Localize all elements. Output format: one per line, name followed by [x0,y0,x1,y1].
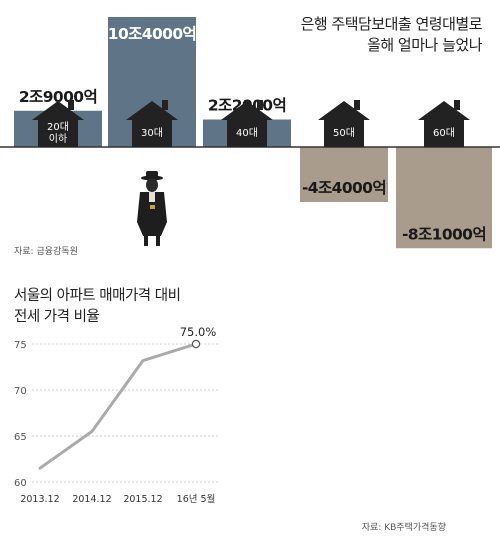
source-bottom: 자료: KB주택가격동향 [361,523,446,533]
chart-title-top-line1: 은행 주택담보대출 연령대별로 [300,15,483,33]
chart-title-top: 은행 주택담보대출 연령대별로 올해 얼마나 늘었나 [300,14,483,56]
loan-bar-chart: 2조9000억10조4000억2조2000억-4조4000억-8조1000억 2… [0,17,500,249]
chart-title-bottom-line2: 전세 가격 비율 [14,309,100,325]
bar-value-label-1: 2조9000억 [19,87,97,106]
detective-figure-icon [137,171,167,246]
x-tick-2: 2014.12 [72,494,111,505]
bar-4 [300,147,388,202]
bar-value-label-5: -8조1000억 [402,224,486,243]
x-tick-1: 2013.12 [20,494,59,505]
source-top: 자료: 금융감독원 [14,247,78,257]
y-tick-65: 65 [14,432,27,443]
bar-value-label-2: 10조4000억 [108,24,196,43]
house-icon-1: 20대 이하 [32,100,84,147]
x-tick-3: 2015.12 [123,494,162,505]
end-value-label: 75.0% [180,325,217,339]
house-icon-2: 30대 [126,100,178,147]
category-label-1: 20대 이하 [47,121,69,145]
chart-title-bottom-line1: 서울의 아파트 매매가격 대비 [14,288,181,304]
series-line [38,342,198,470]
category-label-2: 30대 [141,127,163,139]
category-label-4: 50대 [333,127,355,139]
y-tick-70: 70 [14,386,27,397]
house-icon-3: 40대 [221,100,273,147]
y-tick-60: 60 [14,478,27,489]
end-point-marker [191,339,201,349]
house-icon-4: 50대 [318,100,370,147]
jeonse-ratio-line-chart: 60 65 70 75 75.0% 2013.12 2014.12 2015.12 16년 … [14,325,220,505]
bar-5 [396,147,492,249]
x-tick-4: 16년 5월 [177,493,216,505]
category-label-3: 40대 [236,127,258,139]
category-label-5: 60대 [433,127,455,139]
bar-value-label-4: -4조4000억 [302,178,386,197]
house-icon-5: 60대 [418,100,470,147]
chart-title-top-line2: 올해 얼마나 늘었나 [367,36,482,54]
y-tick-75: 75 [14,340,27,351]
chart-title-bottom: 서울의 아파트 매매가격 대비 전세 가격 비율 [14,286,181,328]
